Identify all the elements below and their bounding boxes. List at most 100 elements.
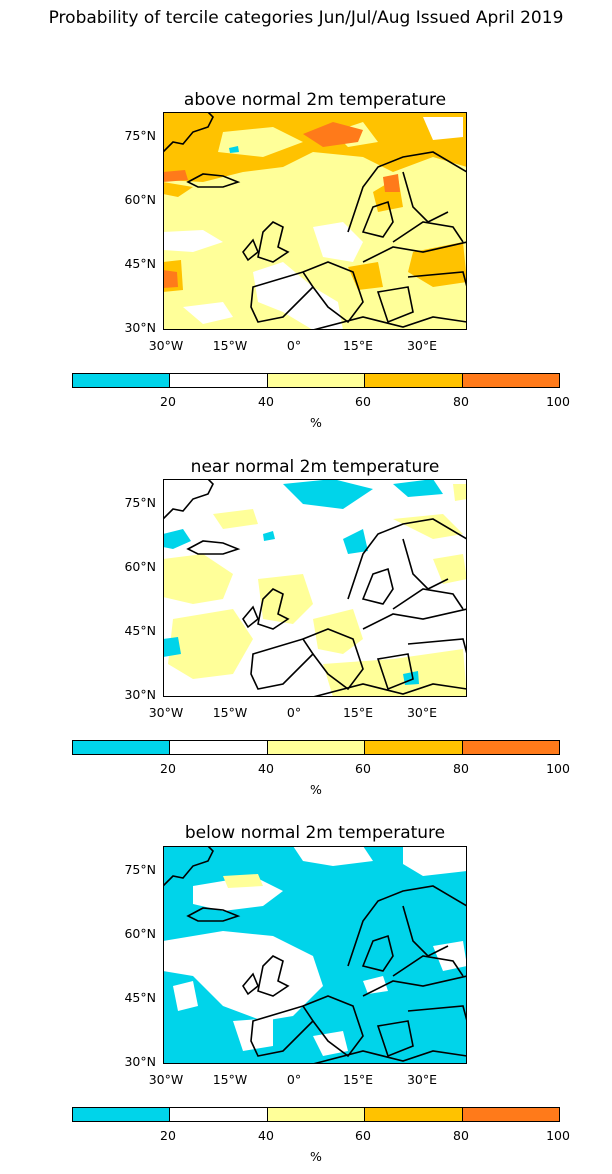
colorbar-tick-60: 60 [355,761,371,776]
lon-label-30w: 30°W [148,338,184,353]
region-white [253,262,343,330]
region-white [163,230,223,252]
region-cyan [163,529,191,549]
lat-label-60n: 60°N [124,559,156,574]
region-orange [163,170,188,182]
region-yellow [213,509,258,529]
map-frame [163,479,467,697]
region-yellow [163,554,233,604]
region-gold [163,112,467,182]
region-yellow [433,554,467,584]
region-yellow [258,574,313,624]
lat-label-45n: 45°N [124,623,156,638]
lon-label-15w: 15°W [212,705,248,720]
map-frame [163,846,467,1064]
region-cyan [283,479,373,509]
lon-label-15e: 15°E [342,705,374,720]
colorbar-seg-80-100 [462,1108,560,1121]
lat-label-30n: 30°N [124,687,156,702]
region-white [163,931,323,1021]
colorbar-near [72,740,560,755]
map-below [163,846,467,1064]
lon-label-0: 0° [286,705,302,720]
map-frame [163,112,467,330]
lon-label-15w: 15°W [212,1072,248,1087]
colorbar-tick-80: 80 [453,394,469,409]
colorbar-seg-40-60 [267,1108,366,1121]
colorbar-seg-20-40 [170,374,268,387]
colorbar-tick-100: 100 [546,1128,570,1143]
region-cyan [393,479,443,497]
colorbar-below [72,1107,560,1122]
region-white [233,1018,273,1051]
region-white [293,846,373,866]
colorbar-seg-0-20 [73,1108,171,1121]
region-cyan [263,531,275,541]
region-cyan [163,637,181,657]
region-yellow [218,127,303,157]
region-yellow [313,609,363,654]
lat-label-75n: 75°N [124,128,156,143]
colorbar-seg-0-20 [73,374,171,387]
colorbar-unit: % [310,782,322,797]
colorbar-seg-40-60 [267,741,366,754]
colorbar-tick-20: 20 [160,761,176,776]
lat-label-45n: 45°N [124,256,156,271]
lon-label-15e: 15°E [342,338,374,353]
lat-label-30n: 30°N [124,320,156,335]
panel-title-below: below normal 2m temperature [184,823,446,843]
region-orange [383,174,400,192]
lon-label-30e: 30°E [406,1072,438,1087]
colorbar-seg-60-80 [365,741,463,754]
colorbar-tick-20: 20 [160,394,176,409]
region-cyan [343,529,368,554]
colorbar-tick-100: 100 [546,761,570,776]
colorbar-tick-80: 80 [453,761,469,776]
colorbar-tick-100: 100 [546,394,570,409]
panel-title-above: above normal 2m temperature [183,90,447,110]
colorbar-seg-40-60 [267,374,366,387]
lon-label-0: 0° [286,338,302,353]
lon-label-30e: 30°E [406,338,438,353]
region-cyan [229,146,239,153]
lon-label-30w: 30°W [148,705,184,720]
lat-label-30n: 30°N [124,1054,156,1069]
lon-label-15e: 15°E [342,1072,374,1087]
colorbar-tick-60: 60 [355,394,371,409]
region-gold [163,182,193,197]
colorbar-seg-20-40 [170,741,268,754]
region-white [403,846,467,876]
colorbar-above [72,373,560,388]
region-white [173,981,198,1011]
region-white [423,117,463,140]
colorbar-seg-0-20 [73,741,171,754]
lon-label-30w: 30°W [148,1072,184,1087]
colorbar-unit: % [310,415,322,430]
map-near [163,479,467,697]
region-yellow [393,514,463,539]
lat-label-60n: 60°N [124,926,156,941]
coastlines [163,112,467,330]
region-white [313,222,363,262]
lon-label-15w: 15°W [212,338,248,353]
colorbar-seg-80-100 [462,374,560,387]
colorbar-seg-20-40 [170,1108,268,1121]
region-orange [163,270,178,288]
panel-title-near: near normal 2m temperature [190,457,440,477]
colorbar-seg-60-80 [365,1108,463,1121]
lat-label-60n: 60°N [124,192,156,207]
lon-label-0: 0° [286,1072,302,1087]
colorbar-tick-60: 60 [355,1128,371,1143]
region-yellow [453,484,467,501]
lat-label-75n: 75°N [124,862,156,877]
colorbar-unit: % [310,1149,322,1164]
colorbar-seg-60-80 [365,374,463,387]
lon-label-30e: 30°E [406,705,438,720]
region-white [363,976,388,994]
colorbar-tick-40: 40 [258,761,274,776]
coastlines [163,846,467,1064]
figure-title: Probability of tercile categories Jun/Ju… [48,8,564,28]
colorbar-tick-80: 80 [453,1128,469,1143]
coastlines [163,479,467,697]
region-white [183,302,233,324]
